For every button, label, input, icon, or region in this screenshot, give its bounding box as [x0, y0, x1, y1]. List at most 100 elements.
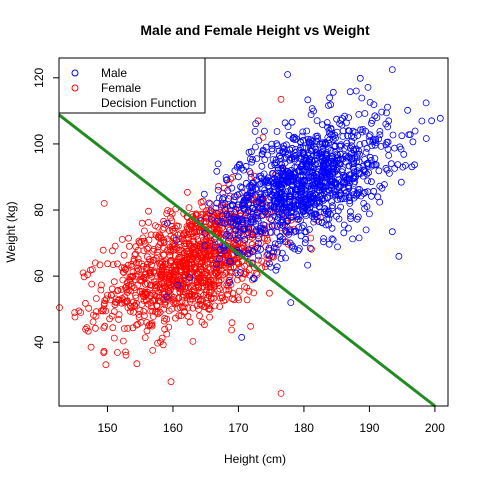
male-point — [367, 119, 375, 127]
y-tick-label: 120 — [32, 67, 46, 87]
male-point — [248, 158, 256, 166]
male-point — [282, 228, 290, 236]
male-point — [297, 232, 305, 240]
female-point — [202, 214, 210, 222]
male-point — [237, 209, 244, 217]
male-point — [300, 221, 308, 229]
y-tick-label: 60 — [32, 269, 46, 283]
male-point — [324, 210, 332, 218]
male-point — [274, 248, 281, 256]
male-point — [287, 204, 295, 212]
male-point — [281, 192, 288, 200]
female-point — [133, 267, 141, 275]
female-point — [152, 292, 160, 300]
male-point — [207, 215, 215, 223]
male-point — [297, 192, 305, 200]
female-point — [176, 266, 184, 274]
male-point — [352, 146, 360, 154]
male-point — [342, 173, 350, 181]
male-point — [255, 235, 263, 243]
female-point — [142, 274, 150, 281]
female-point — [98, 281, 105, 289]
female-point — [147, 307, 155, 315]
male-point — [320, 238, 327, 246]
male-point — [315, 165, 323, 173]
legend-decision-label: Decision Function — [101, 96, 196, 110]
male-point — [357, 192, 365, 200]
male-point — [357, 126, 364, 134]
female-point — [128, 262, 136, 270]
male-point — [405, 131, 413, 139]
female-point — [233, 276, 241, 284]
male-point — [240, 196, 248, 204]
female-point — [168, 226, 176, 233]
female-point — [163, 330, 171, 338]
male-point — [213, 167, 221, 175]
male-point — [207, 207, 215, 215]
female-point — [145, 218, 152, 226]
female-point — [192, 283, 200, 291]
female-point — [202, 207, 210, 214]
female-point — [183, 188, 191, 196]
female-point — [224, 290, 232, 298]
male-point — [312, 132, 320, 140]
female-point — [129, 324, 137, 332]
female-point — [88, 280, 96, 288]
female-point — [211, 302, 219, 310]
male-point — [325, 240, 333, 248]
female-point — [138, 219, 146, 227]
male-point — [346, 88, 354, 96]
female-point — [217, 266, 225, 274]
male-point — [254, 217, 262, 225]
male-point — [338, 168, 346, 176]
male-point — [320, 209, 328, 216]
male-point — [295, 202, 303, 209]
male-point — [295, 212, 303, 220]
male-point — [387, 160, 395, 168]
male-point — [333, 154, 341, 162]
female-point — [144, 244, 152, 252]
female-point — [193, 228, 201, 236]
male-point — [297, 177, 305, 185]
female-point — [207, 256, 215, 264]
female-point — [140, 307, 148, 315]
y-tick-label: 40 — [32, 335, 46, 349]
female-point — [168, 210, 176, 218]
male-point — [330, 179, 338, 187]
male-point — [265, 244, 273, 252]
legend: Male Female Decision Function — [58, 57, 206, 114]
male-point — [353, 191, 361, 199]
male-point — [365, 210, 373, 218]
female-point — [110, 334, 118, 342]
male-point — [343, 175, 351, 183]
x-tick-label: 200 — [425, 421, 445, 435]
female-point — [205, 304, 213, 312]
male-point — [268, 221, 276, 229]
male-point — [428, 117, 436, 125]
female-point — [118, 264, 126, 272]
male-point — [327, 146, 335, 154]
male-point — [360, 166, 368, 174]
male-point — [331, 191, 339, 199]
male-point — [174, 281, 182, 289]
male-point — [279, 197, 287, 205]
male-point — [292, 188, 300, 196]
female-point — [143, 297, 151, 305]
points-layer — [56, 66, 444, 397]
male-point — [222, 232, 230, 240]
female-point — [153, 301, 161, 309]
female-point — [265, 289, 273, 297]
female-point — [196, 266, 204, 274]
female-point — [143, 265, 151, 273]
male-point — [391, 144, 398, 152]
male-point — [212, 260, 220, 268]
male-point — [322, 140, 330, 148]
male-point — [301, 166, 309, 174]
female-point — [169, 275, 177, 283]
male-point — [388, 66, 396, 73]
male-point — [261, 178, 269, 186]
male-point — [333, 163, 341, 171]
male-point — [288, 208, 296, 216]
male-point — [367, 178, 375, 186]
